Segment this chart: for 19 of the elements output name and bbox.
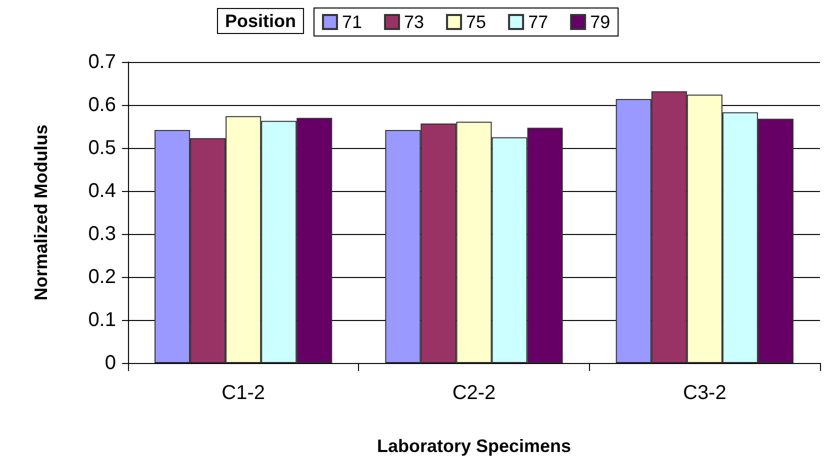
legend-title: Position xyxy=(225,11,296,31)
y-tick-label: 0.5 xyxy=(88,137,116,159)
legend-label: 77 xyxy=(528,12,548,32)
x-tick-label: C3-2 xyxy=(682,382,726,404)
y-axis-title: Normalized Modulus xyxy=(31,124,51,301)
x-tick-label: C2-2 xyxy=(452,382,496,404)
y-tick-label: 0.6 xyxy=(88,94,116,116)
legend-label: 71 xyxy=(342,12,362,32)
y-tick-label: 0.7 xyxy=(88,51,116,73)
x-tick-label: C1-2 xyxy=(222,382,266,404)
legend-label: 73 xyxy=(404,12,424,32)
y-tick-label: 0.2 xyxy=(88,266,116,288)
legend-label: 75 xyxy=(466,12,486,32)
y-tick-label: 0.1 xyxy=(88,309,116,331)
x-axis-title: Laboratory Specimens xyxy=(376,436,572,456)
legend-label: 79 xyxy=(590,12,610,32)
y-tick-label: 0 xyxy=(104,352,116,374)
y-tick-label: 0.3 xyxy=(88,223,116,245)
y-tick-label: 0.4 xyxy=(88,180,116,202)
